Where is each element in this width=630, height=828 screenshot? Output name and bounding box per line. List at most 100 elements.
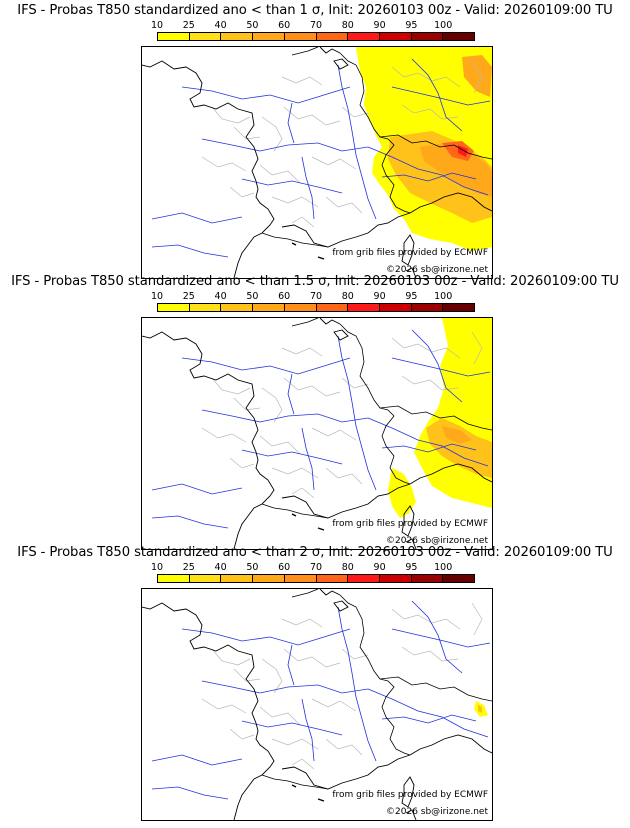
corsica-outline	[401, 776, 415, 808]
colorbar-tick-label: 50	[246, 562, 259, 573]
coastline	[281, 212, 411, 248]
colorbar-swatch	[253, 304, 285, 311]
colorbar-swatch	[348, 304, 380, 311]
colorbar-tick-label: 25	[182, 20, 195, 31]
admin-boundary	[201, 427, 247, 443]
river-line	[181, 86, 351, 104]
admin-boundary	[259, 706, 301, 726]
admin-boundary	[391, 608, 461, 630]
coastline	[281, 754, 411, 790]
admin-boundary	[259, 435, 301, 455]
corsica-outline	[401, 505, 415, 537]
colorbar-swatch	[189, 575, 222, 582]
river-line	[287, 102, 295, 144]
admin-boundary	[229, 457, 255, 469]
probability-area	[388, 468, 416, 518]
river-line	[151, 754, 243, 766]
colorbar-tick-label: 70	[309, 562, 323, 573]
river-line	[337, 606, 377, 762]
colorbar-swatch	[221, 33, 254, 40]
admin-boundary	[261, 658, 283, 694]
river-line	[391, 628, 491, 648]
admin-boundary	[211, 377, 251, 395]
river-line	[151, 515, 229, 529]
river-line	[181, 357, 351, 375]
probability-area	[478, 705, 482, 713]
colorbar-ticks: 10 25 40 50 60 70 80 90 95 100	[0, 291, 630, 303]
probability-area	[458, 145, 468, 157]
admin-boundary	[271, 196, 319, 208]
colorbar-tick-label: 10	[150, 291, 164, 302]
colorbar-ticks: 10 25 40 50 60 70 80 90 95 100	[0, 20, 630, 32]
panel-1: IFS - Probas T850 standardized ano < tha…	[0, 3, 630, 279]
country-border	[379, 405, 492, 431]
copyright-credit: ©2026 sb@irizone.net	[386, 807, 488, 817]
river-line	[241, 449, 343, 465]
river-line	[367, 146, 489, 196]
admin-boundary	[271, 738, 319, 750]
sardinia-outline	[405, 267, 417, 278]
colorbar	[157, 574, 475, 583]
colorbar-swatch	[316, 33, 349, 40]
admin-boundary	[261, 387, 283, 423]
country-border	[379, 676, 492, 702]
admin-boundary	[283, 648, 341, 668]
admin-boundary	[391, 66, 461, 88]
admin-boundary	[341, 377, 369, 389]
admin-boundary	[311, 427, 357, 441]
country-border	[379, 134, 492, 160]
colorbar-swatch	[316, 575, 349, 582]
admin-boundary	[211, 648, 251, 666]
coastline	[291, 318, 319, 327]
colorbar-tick-label: 50	[246, 291, 259, 302]
admin-boundary	[311, 156, 357, 170]
balearic-outline	[317, 256, 325, 260]
river-line	[301, 698, 315, 762]
colorbar-tick-label: 100	[434, 291, 453, 302]
colorbar-ticks: 10 25 40 50 60 70 80 90 95 100	[0, 562, 630, 574]
colorbar-tick-label: 90	[373, 20, 386, 31]
river-line	[287, 644, 295, 686]
panel-title: IFS - Probas T850 standardized ano < tha…	[17, 3, 613, 18]
colorbar-tick-label: 25	[182, 291, 195, 302]
river-line	[301, 156, 315, 220]
colorbar-swatch	[348, 575, 380, 582]
river-line	[201, 138, 369, 152]
admin-boundary	[291, 487, 315, 499]
colorbar-tick-label: 10	[150, 562, 164, 573]
probability-area	[420, 143, 492, 197]
colorbar-tick-label: 95	[405, 291, 418, 302]
admin-boundary	[283, 106, 341, 126]
river-line	[287, 373, 295, 415]
admin-boundary	[471, 331, 483, 365]
coastline	[409, 192, 492, 214]
admin-boundary	[341, 106, 369, 118]
colorbar-swatch	[284, 575, 317, 582]
map-svg	[142, 47, 492, 278]
river-line	[337, 64, 377, 220]
admin-boundary	[201, 698, 247, 714]
country-border	[261, 774, 329, 790]
admin-boundary	[471, 60, 483, 94]
source-credit: from grib files provided by ECMWF	[332, 248, 488, 258]
balearic-outline	[291, 513, 297, 517]
colorbar-swatch	[158, 33, 190, 40]
colorbar-tick-label: 80	[341, 291, 354, 302]
colorbar-tick-label: 40	[214, 562, 227, 573]
river-line	[201, 680, 369, 694]
colorbar-swatch	[316, 304, 349, 311]
colorbar-swatch	[158, 575, 190, 582]
colorbar-tick-label: 90	[373, 562, 386, 573]
river-line	[151, 212, 243, 224]
river-line	[381, 172, 477, 182]
river-line	[241, 178, 343, 194]
colorbar-swatch	[379, 33, 412, 40]
river-line	[151, 244, 229, 258]
colorbar-tick-label: 95	[405, 20, 418, 31]
probability-map: from grib files provided by ECMWF ©2026 …	[141, 46, 493, 279]
river-line	[381, 714, 477, 724]
admin-boundary	[233, 668, 261, 682]
colorbar-swatch	[411, 33, 444, 40]
colorbar-tick-label: 60	[278, 291, 291, 302]
admin-boundary	[283, 377, 341, 397]
